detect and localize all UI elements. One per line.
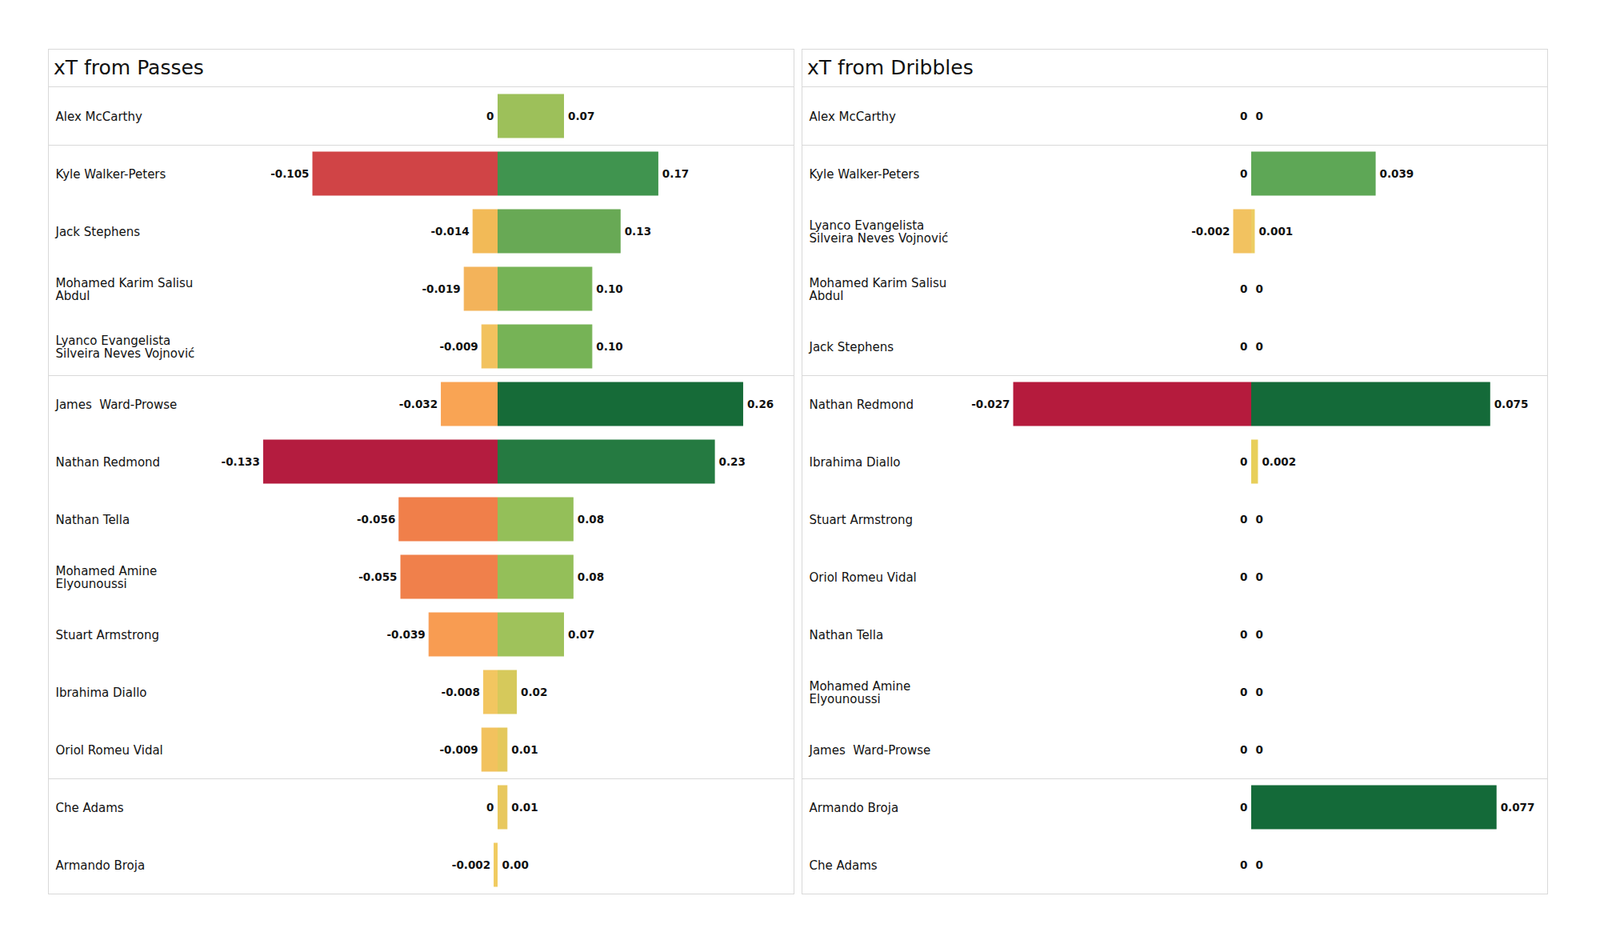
svg-text:0.077: 0.077: [1500, 800, 1536, 814]
svg-text:0.01: 0.01: [511, 743, 538, 756]
html-text:xT from Passes: xT from Passes: [53, 56, 204, 80]
svg-text:0: 0: [1256, 685, 1264, 699]
svg-text:0: 0: [1256, 512, 1264, 526]
svg-text:0.23: 0.23: [719, 455, 746, 468]
svg-text:Nathan Redmond: Nathan Redmond: [809, 397, 915, 412]
svg-text:Kyle Walker-Peters: Kyle Walker-Peters: [56, 167, 167, 182]
svg-text:Che Adams: Che Adams: [56, 800, 124, 816]
svg-text:Che Adams: Che Adams: [809, 858, 878, 873]
svg-text:Lyanco EvangelistaSilveira Nev: Lyanco EvangelistaSilveira Neves Vojnovi…: [809, 218, 949, 247]
svg-text:0.02: 0.02: [520, 685, 548, 699]
svg-text:0.10: 0.10: [596, 282, 623, 296]
svg-text:Jack Stephens: Jack Stephens: [55, 224, 141, 240]
svg-text:0.00: 0.00: [502, 858, 529, 872]
svg-text:0: 0: [1256, 628, 1264, 641]
svg-text:0.08: 0.08: [577, 512, 604, 526]
svg-text:0: 0: [1240, 858, 1248, 872]
svg-text:0: 0: [1240, 282, 1248, 296]
svg-text:Oriol Romeu Vidal: Oriol Romeu Vidal: [56, 743, 164, 758]
svg-text:0: 0: [1240, 340, 1248, 353]
svg-text:0.10: 0.10: [596, 340, 623, 353]
svg-text:0: 0: [1240, 109, 1248, 123]
svg-text:Mohamed AmineElyounoussi: Mohamed AmineElyounoussi: [809, 679, 912, 708]
svg-text:-0.008: -0.008: [441, 685, 480, 699]
svg-text:-0.105: -0.105: [270, 167, 309, 180]
svg-text:Ibrahima Diallo: Ibrahima Diallo: [809, 455, 901, 470]
svg-text:0: 0: [1256, 109, 1264, 123]
svg-text:0: 0: [1256, 858, 1264, 872]
svg-text:0.07: 0.07: [568, 109, 595, 123]
svg-text:-0.002: -0.002: [1191, 224, 1230, 238]
svg-text:0.07: 0.07: [568, 628, 595, 641]
svg-text:0: 0: [1240, 685, 1248, 699]
svg-text:0.26: 0.26: [747, 397, 774, 411]
svg-text:0: 0: [1240, 800, 1248, 814]
svg-text:0: 0: [1256, 570, 1264, 584]
svg-text:0: 0: [486, 109, 494, 123]
svg-text:-0.032: -0.032: [399, 397, 438, 411]
svg-text:0: 0: [1240, 743, 1248, 756]
svg-text:Mohamed AmineElyounoussi: Mohamed AmineElyounoussi: [56, 564, 158, 592]
svg-text:Stuart Armstrong: Stuart Armstrong: [56, 628, 160, 643]
svg-text:0.13: 0.13: [624, 224, 652, 238]
svg-text:Kyle Walker-Peters: Kyle Walker-Peters: [809, 167, 920, 182]
svg-text:Mohamed Karim SalisuAbdul: Mohamed Karim SalisuAbdul: [56, 276, 194, 304]
svg-text:Nathan Tella: Nathan Tella: [56, 512, 131, 528]
svg-text:-0.039: -0.039: [386, 628, 425, 641]
svg-text:0: 0: [1240, 570, 1248, 584]
svg-text:0.17: 0.17: [662, 167, 689, 180]
svg-text:James Ward-Prowse: James Ward-Prowse: [808, 743, 932, 758]
svg-text:0: 0: [1256, 340, 1264, 353]
svg-text:Armando Broja: Armando Broja: [809, 800, 900, 816]
svg-text:0.001: 0.001: [1258, 224, 1293, 238]
html-text:xT from Dribbles: xT from Dribbles: [807, 56, 974, 80]
svg-text:-0.009: -0.009: [439, 340, 478, 353]
svg-text:Jack Stephens: Jack Stephens: [808, 340, 895, 355]
svg-text:Alex McCarthy: Alex McCarthy: [56, 109, 143, 124]
svg-text:-0.055: -0.055: [358, 570, 397, 584]
svg-text:0: 0: [1240, 167, 1248, 180]
svg-text:Alex McCarthy: Alex McCarthy: [809, 109, 896, 124]
svg-text:0.002: 0.002: [1261, 455, 1296, 468]
svg-text:0.08: 0.08: [577, 570, 604, 584]
svg-text:0.075: 0.075: [1494, 397, 1529, 411]
svg-text:Ibrahima Diallo: Ibrahima Diallo: [56, 685, 148, 700]
svg-text:Oriol Romeu Vidal: Oriol Romeu Vidal: [809, 570, 917, 585]
svg-text:James Ward-Prowse: James Ward-Prowse: [55, 397, 178, 412]
svg-text:0.039: 0.039: [1380, 167, 1415, 180]
svg-text:-0.027: -0.027: [971, 397, 1010, 411]
svg-text:0: 0: [1240, 455, 1248, 468]
svg-text:-0.133: -0.133: [221, 455, 260, 468]
svg-text:0: 0: [1240, 512, 1248, 526]
svg-text:Nathan Tella: Nathan Tella: [809, 628, 884, 643]
svg-text:Lyanco EvangelistaSilveira Nev: Lyanco EvangelistaSilveira Neves Vojnovi…: [56, 333, 196, 362]
svg-text:0: 0: [1240, 628, 1248, 641]
svg-text:Stuart Armstrong: Stuart Armstrong: [809, 512, 913, 528]
svg-text:0: 0: [1256, 743, 1264, 756]
svg-text:-0.009: -0.009: [439, 743, 478, 756]
svg-text:-0.002: -0.002: [452, 858, 491, 872]
svg-text:Mohamed Karim SalisuAbdul: Mohamed Karim SalisuAbdul: [809, 276, 948, 304]
svg-text:-0.014: -0.014: [430, 224, 469, 238]
svg-text:0.01: 0.01: [511, 800, 538, 814]
svg-text:-0.019: -0.019: [421, 282, 460, 296]
svg-text:Nathan Redmond: Nathan Redmond: [56, 455, 161, 470]
svg-text:-0.056: -0.056: [356, 512, 396, 526]
svg-text:0: 0: [486, 800, 494, 814]
svg-text:Armando Broja: Armando Broja: [56, 858, 146, 873]
svg-text:0: 0: [1256, 282, 1264, 296]
